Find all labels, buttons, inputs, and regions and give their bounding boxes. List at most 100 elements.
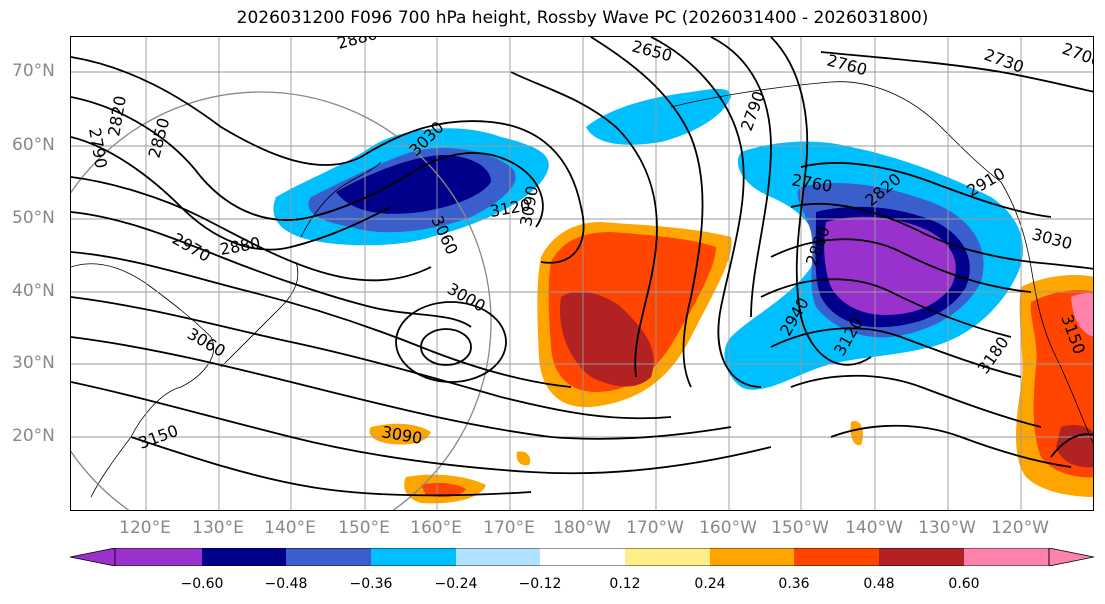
negative-anomaly-bering: [586, 88, 731, 145]
contour-line: [770, 327, 1022, 378]
colorbar-tick: −0.24: [434, 576, 478, 592]
colorbar-arrow-low: [70, 548, 116, 566]
lon-label-130e: 130°E: [192, 518, 244, 538]
contour-line: [760, 278, 1012, 338]
coast-alaska: [670, 81, 1002, 183]
lon-label-170e: 170°E: [483, 518, 535, 538]
contour-label: 2880: [218, 233, 261, 259]
colorbar-tick: 0.24: [694, 576, 726, 592]
positive-patch-1: [369, 423, 431, 445]
colorbar-tick: 0.36: [778, 576, 810, 592]
positive-anomaly-coast-pink: [1071, 292, 1093, 337]
lon-label-180w: 180°W: [553, 518, 611, 538]
contour-line: [71, 96, 544, 228]
coast-asia: [71, 263, 214, 498]
colorbar-segment: [794, 548, 879, 566]
contour-label: 2970: [169, 229, 214, 266]
contour-label: 2850: [145, 116, 174, 160]
contour-label: 3060: [184, 324, 229, 361]
contour-label: 2820: [104, 94, 130, 137]
contour-label: 3150: [136, 421, 181, 453]
contour-label: 2760: [825, 51, 869, 80]
lon-label-170w: 170°W: [626, 518, 684, 538]
contour-line: [71, 211, 472, 328]
positive-anomaly-coast-core: [1056, 425, 1093, 468]
contour-line: [790, 202, 1093, 270]
lat-label-50n: 50°N: [12, 208, 55, 228]
colorbar-segment: [115, 548, 202, 566]
lon-label-160w: 160°W: [699, 518, 757, 538]
colorbar-segment: [540, 548, 625, 566]
figure-title: 2026031200 F096 700 hPa height, Rossby W…: [236, 8, 929, 28]
colorbar-segment: [964, 548, 1049, 566]
contour-line: [1050, 433, 1093, 458]
lat-label-40n: 40°N: [12, 281, 55, 301]
contour-line: [71, 176, 432, 282]
contour-closed: [395, 301, 507, 383]
contour-line: [130, 436, 532, 497]
colorbar-tick: 0.48: [863, 576, 895, 592]
colorbar-arrow-high: [1048, 548, 1094, 566]
contour-line: [770, 238, 1032, 293]
contour-line: [71, 251, 572, 388]
contour-label: 2650: [630, 37, 674, 65]
lat-label-60n: 60°N: [12, 135, 55, 155]
lon-label-120e: 120°E: [119, 518, 171, 538]
coast-japan: [220, 261, 299, 368]
colorbar-tick: −0.36: [349, 576, 393, 592]
colorbar-segment: [625, 548, 710, 566]
map-panel: 2790 2820 2850 2880 2650 3030 3060 3120 …: [70, 36, 1094, 511]
contour-line: [800, 162, 1052, 218]
negative-anomaly-east-core: [824, 216, 956, 315]
colorbar-tick: −0.12: [518, 576, 562, 592]
lon-label-120w: 120°W: [991, 518, 1049, 538]
lat-label-70n: 70°N: [12, 61, 55, 81]
contour-line: [710, 37, 772, 318]
contour-line: [71, 56, 585, 264]
lon-label-160e: 160°E: [410, 518, 462, 538]
contour-closed: [420, 328, 472, 366]
map-canvas: 2790 2820 2850 2880 2650 3030 3060 3120 …: [71, 37, 1094, 510]
lat-label-20n: 20°N: [12, 426, 55, 446]
colorbar-segment: [456, 548, 540, 566]
contour-line: [650, 37, 762, 388]
colorbar-segment: [879, 548, 964, 566]
contour-line: [770, 37, 872, 366]
coast-kamchatka: [300, 161, 382, 238]
colorbar-tick: 0.12: [609, 576, 641, 592]
negative-anomaly-west-inner: [336, 155, 491, 214]
contour-line: [71, 381, 772, 475]
positive-patch-3: [421, 482, 466, 497]
contour-label: 3000: [444, 279, 489, 316]
height-contours: [71, 37, 1093, 497]
contour-line: [830, 424, 1072, 468]
contour-line: [71, 136, 392, 251]
lon-label-150w: 150°W: [771, 518, 829, 538]
lat-label-30n: 30°N: [12, 353, 55, 373]
contour-line: [820, 51, 1093, 93]
colorbar: [70, 548, 1094, 566]
lon-label-140w: 140°W: [845, 518, 903, 538]
lon-label-150e: 150°E: [338, 518, 390, 538]
positive-patch-5: [516, 451, 531, 466]
colorbar-tick: −0.48: [264, 576, 308, 592]
contour-line: [590, 37, 704, 388]
colorbar-tick: 0.60: [948, 576, 980, 592]
colorbar-tick: −0.60: [180, 576, 224, 592]
contour-line: [790, 374, 1042, 428]
contour-line: [71, 296, 672, 420]
contour-line: [71, 336, 732, 440]
colorbar-segment: [286, 548, 371, 566]
positive-patch-4: [850, 421, 863, 446]
colorbar-segment: [371, 548, 456, 566]
lon-label-130w: 130°W: [918, 518, 976, 538]
contour-line: [510, 71, 658, 378]
contour-label: 3030: [1030, 225, 1074, 254]
lon-label-140e: 140°E: [264, 518, 316, 538]
contour-label: 2880: [335, 37, 379, 53]
coast-namerica: [1000, 181, 1093, 444]
contour-label: 2700: [1060, 39, 1094, 71]
contour-label: 2790: [737, 89, 769, 134]
colorbar-segment: [202, 548, 286, 566]
range-circle: [71, 91, 492, 510]
